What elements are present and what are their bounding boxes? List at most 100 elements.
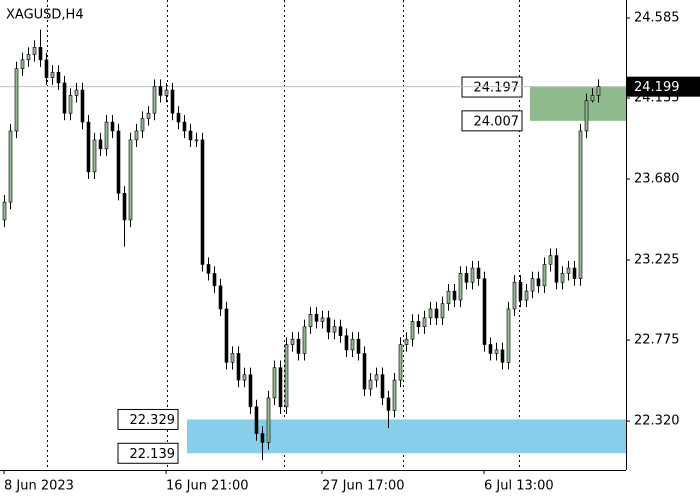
candle-body [566,267,571,274]
candle-body [98,139,103,150]
candle-body [410,321,415,340]
y-tick-label: 23.225 [634,253,680,268]
candle-body [302,326,307,354]
candle-body [20,59,25,69]
candle-body [446,290,451,304]
candle-body [422,317,427,328]
candle-body [320,317,325,322]
candle-body [542,264,547,287]
candle-body [494,349,499,354]
candle-body [470,267,475,283]
candle-body [236,353,241,381]
x-tick-label: 16 Jun 21:00 [166,479,249,494]
candle-body [188,130,193,141]
candle-body [590,95,595,102]
candle-body [344,335,349,351]
y-tick-label: 23.680 [634,172,680,187]
zone-label: 22.329 [130,413,176,428]
candle-body [50,71,55,78]
candle-body [416,321,421,328]
candle-body [170,89,175,114]
vertical-grid [47,0,520,470]
candle-body [260,433,265,443]
symbol-title: XAGUSD,H4 [6,8,84,23]
candle-body [308,313,313,328]
candle-body [554,255,559,283]
candle-body [398,344,403,381]
candle-body [584,100,589,132]
candle-body [326,317,331,333]
candle-body [500,349,505,363]
candle-body [578,130,583,279]
candle-body [134,130,139,141]
candle-body [488,344,493,354]
candle-body [242,374,247,381]
candle-body [56,71,61,84]
candle-body [464,273,469,283]
candle-body [224,308,229,363]
candle-body [164,89,169,96]
price-zone [187,419,626,454]
candle-body [86,121,91,173]
x-tick-label: 27 Jun 17:00 [322,479,405,494]
candle-body [194,139,199,142]
candle-body [284,344,289,408]
zone-label: 24.007 [474,114,520,129]
candle-body [524,290,529,301]
candle-body [404,338,409,345]
candle-body [158,86,163,96]
candle-body [266,397,271,443]
candle-body [368,379,373,390]
candle-body [278,367,283,408]
candle-body [338,326,343,336]
zone-label-box [117,442,179,464]
candle-body [332,326,337,333]
candle-body [518,281,523,301]
candle-body [452,290,457,301]
candle-body [596,86,601,96]
candle-body [218,285,223,310]
candle-body [548,255,553,265]
candle-body [104,121,109,150]
candle-body [296,338,301,354]
candle-body [32,47,37,55]
candle-body [290,338,295,345]
candle-body [272,367,277,399]
candle-body [386,397,391,411]
x-tick-label: 6 Jul 13:00 [484,479,554,494]
candle-body [92,139,97,173]
candle-body [476,267,481,279]
candle-body [314,313,319,322]
price-zone [530,87,626,121]
candle-body [230,353,235,363]
candle-body [68,95,73,114]
y-tick-label: 22.775 [634,333,680,348]
candle-body [560,273,565,283]
zone-label: 22.139 [130,447,176,462]
y-tick-label: 22.320 [634,414,680,429]
candle-body [506,308,511,363]
candle-body [122,192,127,221]
candle-body [206,264,211,274]
candle-body [80,89,85,123]
current-price-label: 24.199 [634,80,680,95]
candle-body [254,406,259,434]
candle-body [428,308,433,319]
candle-body [350,338,355,351]
candle-body [512,281,517,310]
zone-label-box [461,110,523,132]
zone-label-box [117,408,179,430]
y-tick-label: 24.585 [634,10,680,25]
candle-body [356,338,361,354]
candle-body [152,86,157,114]
candle-body [44,59,49,78]
candle-body [482,278,487,345]
candle-body [374,374,379,381]
zone-label: 24.197 [474,81,520,96]
candle-body [212,273,217,287]
candle-body [536,278,541,287]
current-price-label-bg [627,76,700,97]
candle-body [14,68,19,132]
candle-body [2,201,7,221]
